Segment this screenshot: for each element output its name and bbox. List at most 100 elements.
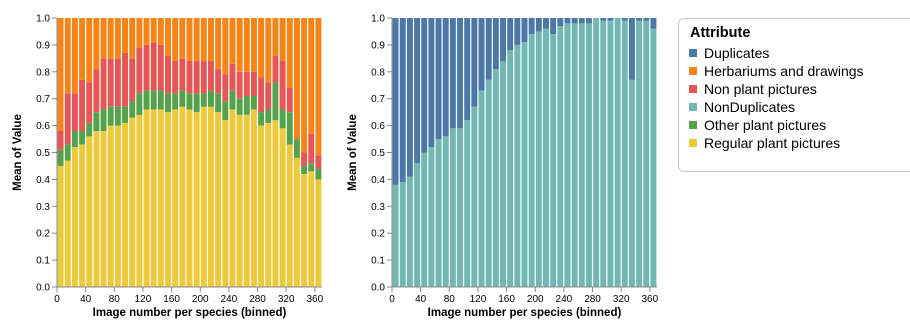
bar-herbariums-and-drawings xyxy=(236,18,243,72)
bar-nonduplicates xyxy=(521,42,528,288)
bar-regular-plant-pictures xyxy=(222,120,229,287)
bar-regular-plant-pictures xyxy=(236,114,243,287)
bar-duplicates xyxy=(521,18,528,43)
bar-regular-plant-pictures xyxy=(315,179,322,287)
legend-item-other-plant[interactable]: Other plant pictures xyxy=(689,116,910,134)
bar-regular-plant-pictures xyxy=(215,112,222,288)
legend-item-non-plant[interactable]: Non plant pictures xyxy=(689,80,910,98)
bar-nonduplicates xyxy=(464,120,471,287)
bar-non-plant-pictures xyxy=(107,58,114,107)
y-axis-title: Mean of Value xyxy=(347,114,359,191)
bar-duplicates xyxy=(421,18,428,153)
bar-non-plant-pictures xyxy=(243,71,250,97)
bar-non-plant-pictures xyxy=(93,69,100,113)
bar-nonduplicates xyxy=(571,23,578,287)
bar-other-plant-pictures xyxy=(250,96,257,110)
y-tick-label: 0.9 xyxy=(36,40,50,51)
bar-other-plant-pictures xyxy=(236,98,243,115)
bar-non-plant-pictures xyxy=(229,63,236,91)
legend-item-nonduplicates[interactable]: NonDuplicates xyxy=(689,98,910,116)
bar-non-plant-pictures xyxy=(193,61,200,94)
bar-nonduplicates xyxy=(628,79,635,288)
x-tick-label: 80 xyxy=(109,294,121,305)
bar-nonduplicates xyxy=(607,20,614,287)
bar-duplicates xyxy=(392,18,399,185)
bar-regular-plant-pictures xyxy=(157,109,164,288)
bar-non-plant-pictures xyxy=(114,58,121,107)
bar-duplicates xyxy=(406,18,413,177)
bar-duplicates xyxy=(514,18,521,45)
bar-herbariums-and-drawings xyxy=(229,18,236,64)
chart-1: 0.0 0.1 0.2 0.3 0.4 0.5 0.6 0.7 0.8 0.9 1.0 Mean of… xyxy=(12,14,324,320)
y-tick-label: 0.6 xyxy=(371,121,385,132)
bar-herbariums-and-drawings xyxy=(57,18,64,131)
legend-entries: Duplicates Herbariums and drawings Non p… xyxy=(689,44,910,152)
legend-label: Duplicates xyxy=(704,45,770,61)
legend-label: Regular plant pictures xyxy=(704,135,841,151)
bar-duplicates xyxy=(492,18,499,70)
bar-other-plant-pictures xyxy=(193,93,200,113)
bar-duplicates xyxy=(507,18,514,51)
bar-duplicates xyxy=(464,18,471,121)
bar-regular-plant-pictures xyxy=(243,114,250,287)
y-tick-label: 0.5 xyxy=(371,148,385,159)
bar-other-plant-pictures xyxy=(279,109,286,129)
x-tick-label: 280 xyxy=(249,294,266,305)
bar-herbariums-and-drawings xyxy=(222,18,229,75)
legend-item-herbariums[interactable]: Herbariums and drawings xyxy=(689,62,910,80)
bar-duplicates xyxy=(607,18,614,21)
bar-other-plant-pictures xyxy=(186,93,193,110)
legend-item-regular-plant[interactable]: Regular plant pictures xyxy=(689,134,910,152)
bar-regular-plant-pictures xyxy=(64,160,71,287)
bar-nonduplicates xyxy=(593,18,600,287)
x-tick-label: 200 xyxy=(527,294,544,305)
bar-herbariums-and-drawings xyxy=(193,18,200,62)
x-tick-label: 120 xyxy=(470,294,487,305)
legend-item-duplicates[interactable]: Duplicates xyxy=(689,44,910,62)
x-tick-label: 160 xyxy=(163,294,180,305)
bar-duplicates xyxy=(564,18,571,24)
bar-other-plant-pictures xyxy=(215,93,222,113)
bar-herbariums-and-drawings xyxy=(208,18,214,62)
x-tick-label: 40 xyxy=(80,294,92,305)
bar-herbariums-and-drawings xyxy=(114,18,121,59)
legend: Attribute Duplicates Herbariums and draw… xyxy=(678,18,910,172)
bar-regular-plant-pictures xyxy=(57,165,64,287)
bar-non-plant-pictures xyxy=(208,61,214,91)
y-tick-label: 0.5 xyxy=(36,148,50,159)
bar-herbariums-and-drawings xyxy=(79,18,86,80)
bar-non-plant-pictures xyxy=(64,93,71,145)
bar-non-plant-pictures xyxy=(136,47,143,94)
bar-non-plant-pictures xyxy=(315,155,322,169)
bar-herbariums-and-drawings xyxy=(200,18,207,62)
bar-other-plant-pictures xyxy=(293,139,300,158)
bar-nonduplicates xyxy=(578,23,585,287)
bar-herbariums-and-drawings xyxy=(243,18,250,72)
bar-duplicates xyxy=(485,18,492,80)
bar-herbariums-and-drawings xyxy=(286,18,293,88)
x-tick-label: 80 xyxy=(444,294,456,305)
bar-nonduplicates xyxy=(428,147,435,287)
bar-other-plant-pictures xyxy=(165,93,171,113)
legend-swatch xyxy=(689,103,697,111)
bar-other-plant-pictures xyxy=(57,149,64,166)
bar-regular-plant-pictures xyxy=(71,147,78,287)
legend-swatch xyxy=(689,139,697,147)
bar-duplicates xyxy=(600,18,607,21)
y-tick-label: 0.1 xyxy=(36,256,50,267)
bar-herbariums-and-drawings xyxy=(272,18,279,56)
x-tick-label: 0 xyxy=(389,294,395,305)
bar-other-plant-pictures xyxy=(122,106,129,123)
bar-nonduplicates xyxy=(614,18,621,287)
bar-herbariums-and-drawings xyxy=(165,18,171,56)
bars xyxy=(392,18,657,288)
bar-duplicates xyxy=(457,18,464,129)
bar-nonduplicates xyxy=(485,79,492,288)
bar-non-plant-pictures xyxy=(236,71,243,99)
bar-herbariums-and-drawings xyxy=(179,18,186,59)
legend-label: Other plant pictures xyxy=(704,117,827,133)
bar-herbariums-and-drawings xyxy=(100,18,107,59)
bar-regular-plant-pictures xyxy=(93,130,100,287)
bar-regular-plant-pictures xyxy=(79,144,86,287)
bar-duplicates xyxy=(528,18,535,35)
